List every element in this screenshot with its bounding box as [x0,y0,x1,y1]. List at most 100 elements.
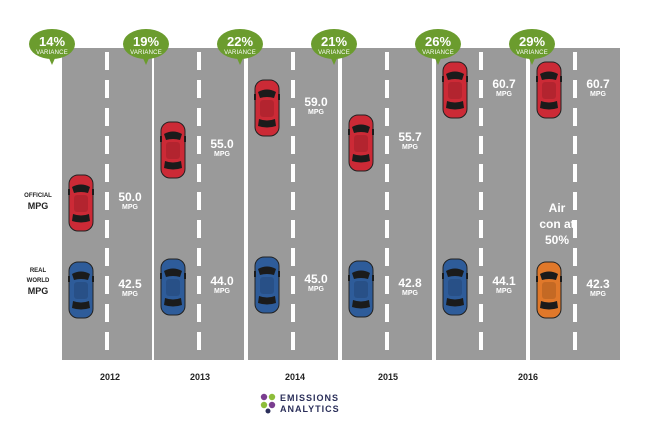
variance-percent-5: 26% [424,34,452,49]
speech-bubble-icon [217,29,263,65]
variance-percent-2: 19% [132,34,160,49]
official-value-6: 60.7 MPG [580,76,616,99]
speech-bubble-icon [29,29,75,65]
lane-stripe [105,80,109,98]
lane-stripe [197,108,201,126]
lane-stripe [105,192,109,210]
speech-bubble-icon [311,29,357,65]
real-car-3 [254,256,280,314]
lane-stripe [291,108,295,126]
lane-stripe [573,304,577,322]
lane-stripe [197,220,201,238]
variance-label-1: VARIANCE [36,50,68,56]
real-value-1: 42.5 MPG [112,278,148,299]
real-car-5 [442,258,468,316]
lane-stripe [385,304,389,322]
lane-stripe [197,136,201,154]
official-value-1-unit: MPG [122,204,138,211]
lane-stripe [291,136,295,154]
variance-badge-6: 29% VARIANCE [508,28,556,66]
lane-stripe [291,80,295,98]
lane-stripe [385,220,389,238]
real-value-6-unit: MPG [590,291,606,299]
real-value-3-number: 45.0 [304,272,328,286]
lane-stripe [197,276,201,294]
lane-stripe [105,164,109,182]
lane-stripe [105,304,109,322]
lane-stripe [291,304,295,322]
official-value-2: 55.0 MPG [204,138,240,159]
real-value-3-unit: MPG [308,286,324,293]
aircon-note: Air con at 50% [539,201,575,247]
variance-percent-4: 21% [320,34,348,49]
real-value-4: 42.8 MPG [392,277,428,298]
lane-stripe [573,80,577,98]
real-car-2 [160,258,186,316]
lane-stripe [573,276,577,294]
official-car-5 [442,61,468,119]
lane-stripe [479,332,483,350]
lane-stripe [291,164,295,182]
real-value-2: 44.0 MPG [204,275,240,296]
real-value-6-number: 42.3 [586,277,610,292]
lane-stripe [573,136,577,154]
lane-stripe [291,52,295,70]
year-label-2014: 2014 [284,372,306,382]
variance-label-4: VARIANCE [318,50,350,56]
real-value-5-unit: MPG [496,287,512,295]
official-car-6 [536,61,562,119]
row-label-official-big: MPG [27,201,49,211]
variance-label-2: VARIANCE [130,50,162,56]
real-car-4 [348,260,374,318]
lane-stripe [385,136,389,154]
official-value-1: 50.0 MPG [112,191,148,212]
lane-stripe [385,80,389,98]
real-value-6: 42.3 MPG [580,278,616,299]
real-value-4-number: 42.8 [398,276,422,291]
official-car-1 [68,174,94,232]
row-label-real-big: MPG [27,286,49,296]
official-car-4 [348,114,374,172]
lane-stripe [385,192,389,210]
real-car-1 [68,261,94,319]
lane-stripe [573,192,577,210]
real-value-2-unit: MPG [214,288,230,295]
lane-stripe [479,136,483,154]
variance-percent-6: 29% [518,34,546,49]
aircon-car-6 [536,261,562,319]
lane-stripe [105,276,109,294]
year-label-2016: 2016 [517,372,539,382]
lane-stripe [385,52,389,70]
lane-stripe [197,304,201,322]
lane-stripe [385,276,389,294]
lane-stripe [291,192,295,210]
real-value-3: 45.0 MPG [298,273,334,294]
variance-badge-1: 14% VARIANCE [28,28,76,66]
official-value-6-number: 60.7 [586,76,610,91]
logo-word-emissions: EMISSIONS [280,393,340,403]
lane-stripe [385,248,389,266]
real-value-5-number: 44.1 [492,273,516,288]
official-value-1-number: 50.0 [118,190,142,204]
row-label-official-small: OFFICIAL [24,193,52,199]
lane-stripe [479,276,483,294]
year-label-2012: 2012 [99,372,121,382]
lane-stripe [105,332,109,350]
lane-stripe [573,220,577,238]
lane-stripe [197,248,201,266]
variance-label-6: VARIANCE [516,50,548,56]
lane-stripe [105,108,109,126]
speech-bubble-icon [415,29,461,65]
lane-stripe [479,304,483,322]
variance-percent-1: 14% [38,34,66,49]
lane-stripe [105,220,109,238]
lane-stripe [573,248,577,266]
lane-stripe [291,220,295,238]
lane-stripe [197,164,201,182]
official-value-4: 55.7 MPG [392,130,428,152]
official-value-5-unit: MPG [496,90,512,98]
row-label-real-world: REAL WORLD MPG [20,266,56,296]
lane-stripe [385,164,389,182]
lane-stripe [197,332,201,350]
variance-percent-3: 22% [226,34,254,49]
